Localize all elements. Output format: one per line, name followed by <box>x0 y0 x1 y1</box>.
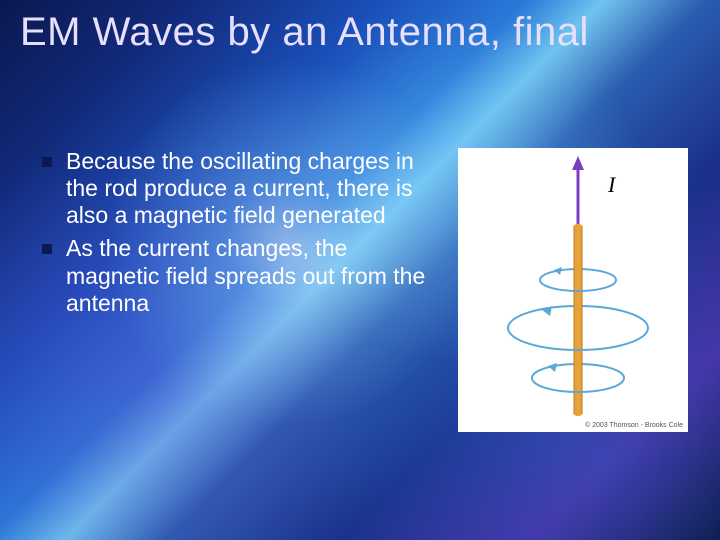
content-row: Because the oscillating charges in the r… <box>40 148 688 432</box>
current-arrow-icon <box>572 156 584 224</box>
current-label: I <box>607 172 617 197</box>
slide-title: EM Waves by an Antenna, final <box>20 10 589 54</box>
bullet-list: Because the oscillating charges in the r… <box>40 148 434 323</box>
antenna-svg: I <box>458 148 688 432</box>
figure-copyright: © 2003 Thomson - Brooks Cole <box>585 422 683 429</box>
bullet-item: Because the oscillating charges in the r… <box>40 148 434 229</box>
bullet-item: As the current changes, the magnetic fie… <box>40 235 434 316</box>
antenna-figure: I © 2003 Thomson - Brooks Cole <box>458 148 688 432</box>
antenna-rod <box>574 224 582 416</box>
